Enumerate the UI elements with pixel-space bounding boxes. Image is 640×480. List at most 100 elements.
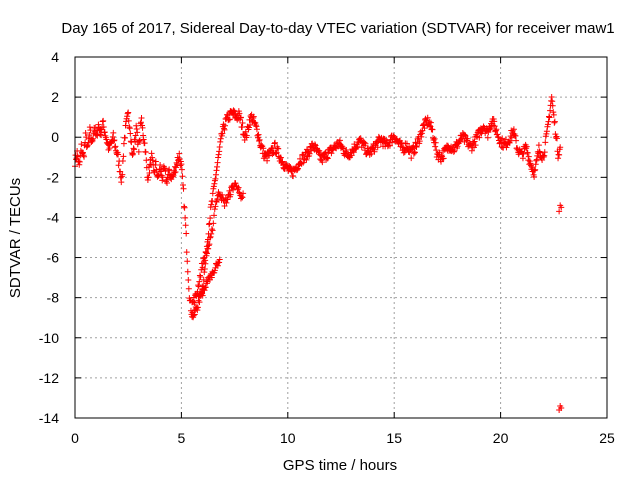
data-point (300, 159, 307, 166)
data-point (208, 226, 215, 233)
data-point (205, 242, 212, 249)
data-point (110, 129, 117, 136)
data-point (216, 259, 223, 266)
data-point (184, 268, 191, 275)
data-point (431, 135, 438, 142)
data-point (179, 182, 186, 189)
data-point (429, 126, 436, 133)
data-point (76, 158, 83, 165)
data-point (178, 166, 185, 173)
data-point (177, 162, 184, 169)
data-point (180, 185, 187, 192)
data-point (230, 186, 237, 193)
data-point (165, 167, 172, 174)
data-point (491, 118, 498, 125)
x-tick-label: 10 (280, 430, 296, 446)
data-point (144, 177, 151, 184)
data-point (491, 123, 498, 130)
data-point (133, 122, 140, 129)
data-point (322, 150, 329, 157)
data-point (226, 187, 233, 194)
data-point (80, 152, 87, 159)
data-point (75, 158, 82, 165)
data-point (89, 136, 96, 143)
data-point (85, 139, 92, 146)
data-point (209, 190, 216, 197)
data-point (164, 179, 171, 186)
data-point (110, 137, 117, 144)
data-point (253, 123, 260, 130)
y-tick-label: -8 (47, 290, 60, 306)
data-point (548, 93, 555, 100)
data-point (386, 142, 393, 149)
data-point (215, 151, 222, 158)
data-point (211, 267, 218, 274)
data-point (216, 148, 223, 155)
data-point (145, 174, 152, 181)
data-point (125, 109, 132, 116)
data-point (120, 140, 127, 147)
data-point (140, 136, 147, 143)
data-point (219, 191, 226, 198)
data-points (72, 93, 565, 413)
data-point (423, 117, 430, 124)
data-point (451, 148, 458, 155)
y-tick-label: -4 (47, 209, 60, 225)
data-point (532, 161, 539, 168)
data-point (134, 129, 141, 136)
data-point (201, 269, 208, 276)
data-point (201, 254, 208, 261)
data-point (194, 288, 201, 295)
data-point (493, 126, 500, 133)
data-point (535, 142, 542, 149)
data-point (532, 166, 539, 173)
data-point (217, 138, 224, 145)
data-point (206, 234, 213, 241)
data-point (551, 119, 558, 126)
data-point (106, 145, 113, 152)
data-point (143, 157, 150, 164)
data-point (181, 204, 188, 211)
data-point (86, 124, 93, 131)
data-point (101, 129, 108, 136)
x-tick-label: 5 (178, 430, 186, 446)
data-point (214, 262, 221, 269)
data-point (103, 136, 110, 143)
data-point (162, 168, 169, 175)
data-point (351, 141, 358, 148)
data-point (294, 165, 301, 172)
data-point (487, 125, 494, 132)
data-point (260, 145, 267, 152)
data-point (389, 139, 396, 146)
data-point (238, 193, 245, 200)
y-tick-label: -12 (39, 370, 59, 386)
data-point (551, 118, 558, 125)
data-point (157, 161, 164, 168)
data-point (98, 132, 105, 139)
data-point (353, 144, 360, 151)
data-point (215, 154, 222, 161)
data-point (166, 166, 173, 173)
data-point (406, 143, 413, 150)
data-point (81, 153, 88, 160)
data-point (78, 141, 85, 148)
data-point (128, 139, 135, 146)
data-point (343, 147, 350, 154)
data-point (161, 164, 168, 171)
data-point (119, 157, 126, 164)
data-point (237, 114, 244, 121)
data-point (115, 151, 122, 158)
data-point (115, 162, 122, 169)
data-point (199, 292, 206, 299)
data-point (131, 146, 138, 153)
data-point (525, 153, 532, 160)
y-tick-label: -10 (39, 330, 59, 346)
data-point (184, 258, 191, 265)
data-point (418, 133, 425, 140)
data-point (324, 154, 331, 161)
data-point (111, 137, 118, 144)
data-point (206, 221, 213, 228)
y-tick-label: 2 (51, 89, 59, 105)
data-point (546, 114, 553, 121)
data-point (549, 98, 556, 105)
